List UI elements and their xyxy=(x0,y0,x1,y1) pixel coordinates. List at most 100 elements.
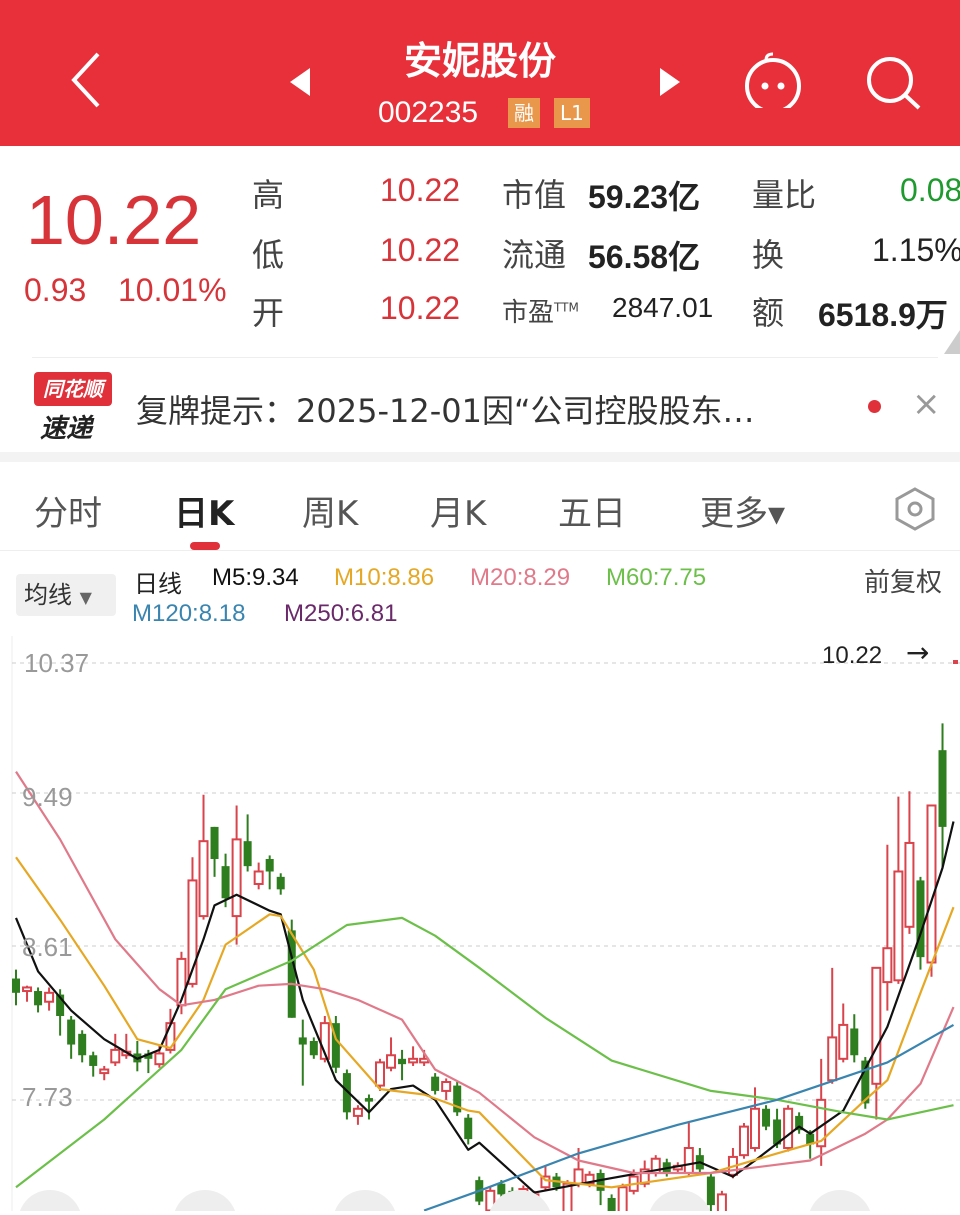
close-news-button[interactable]: × xyxy=(912,384,941,424)
low-label: 低 xyxy=(252,236,285,274)
settings-hexagon-icon[interactable] xyxy=(892,486,938,532)
candle-up xyxy=(44,991,55,1003)
price-change-pct: 10.01% xyxy=(118,272,227,308)
tab-intraday[interactable]: 分时 xyxy=(34,494,102,534)
candle-up xyxy=(154,1052,165,1066)
prev-stock-triangle-icon[interactable] xyxy=(288,66,312,98)
candle-down xyxy=(364,1098,373,1102)
candle-down xyxy=(806,1133,815,1145)
candle-down xyxy=(78,1033,87,1056)
candle-down xyxy=(144,1053,153,1059)
robot-assistant-icon[interactable] xyxy=(740,52,806,108)
y-tick-label: 9.49 xyxy=(22,782,73,812)
pe-ttm-sup: TTM xyxy=(554,300,579,315)
ths-logo-bottom: 速递 xyxy=(40,414,93,444)
stock-name: 安妮股份 xyxy=(403,39,556,83)
tab-more[interactable]: 更多▾ xyxy=(700,494,786,534)
floating-tool-button xyxy=(488,1190,552,1215)
candle-up xyxy=(683,1147,694,1174)
tab-monthly-k[interactable]: 月K xyxy=(430,494,487,534)
expand-corner-icon[interactable] xyxy=(944,330,960,354)
candle-up xyxy=(386,1054,397,1069)
tab-weekly-k[interactable]: 周K xyxy=(302,494,359,534)
next-stock-triangle-icon[interactable] xyxy=(658,66,682,98)
legend-m120: M120:8.18 xyxy=(132,600,246,627)
candle-up xyxy=(231,838,242,918)
float-cap-label: 流通 xyxy=(502,236,567,274)
low-value: 10.22 xyxy=(380,232,461,268)
candle-down xyxy=(309,1040,318,1056)
pe-label-text: 市盈 xyxy=(502,298,555,328)
candle-down xyxy=(916,880,925,958)
kline-chart[interactable]: 10.37 9.49 8.61 7.73 10.22 → xyxy=(0,636,960,1215)
y-tick-label: 10.37 xyxy=(24,648,90,678)
candle-down xyxy=(67,1019,76,1045)
candle-down xyxy=(762,1108,771,1127)
candle-up xyxy=(893,870,904,982)
ma-selector-button[interactable]: 均线 ▼ xyxy=(16,574,116,616)
active-tab-indicator xyxy=(190,542,220,550)
candle-down xyxy=(773,1119,782,1145)
kline-svg xyxy=(11,636,960,1215)
candle-up xyxy=(253,870,264,885)
high-label: 高 xyxy=(252,176,285,214)
candle-up xyxy=(838,1023,849,1060)
candle-up xyxy=(584,1173,595,1185)
candle-up xyxy=(573,1168,584,1185)
candle-up xyxy=(110,1048,121,1064)
ma-line-m60 xyxy=(15,916,954,1189)
candle-down xyxy=(276,876,285,890)
arrow-right-icon: → xyxy=(906,636,930,669)
candle-down xyxy=(287,930,296,1018)
market-cap-label: 市值 xyxy=(502,176,567,214)
search-icon[interactable] xyxy=(864,54,924,110)
ma-line-m20 xyxy=(15,771,955,1175)
divider xyxy=(0,550,960,551)
float-cap-value: 56.58亿 xyxy=(588,239,701,275)
news-text[interactable]: 复牌提示：2025-12-01因“公司控股股东… xyxy=(136,392,755,430)
candle-down xyxy=(210,826,219,860)
candle-down xyxy=(850,1028,859,1056)
amount-value: 6518.9万 xyxy=(818,297,948,333)
last-price-dot xyxy=(953,660,958,664)
legend-m20: M20:8.29 xyxy=(470,564,571,591)
volume-ratio-label: 量比 xyxy=(752,176,817,214)
y-tick-label: 7.73 xyxy=(22,1082,73,1112)
candle-up xyxy=(783,1107,794,1150)
adjustment-mode-button[interactable]: 前复权 xyxy=(864,568,943,598)
legend-m60: M60:7.75 xyxy=(606,564,707,591)
candle-up xyxy=(374,1061,385,1087)
candle-down xyxy=(497,1183,506,1195)
margin-badge: 融 xyxy=(508,98,540,128)
candle-up xyxy=(198,840,209,918)
market-cap-value: 59.23亿 xyxy=(588,179,701,215)
candle-up xyxy=(926,804,937,964)
legend-m5: M5:9.34 xyxy=(212,564,299,591)
candle-down xyxy=(706,1176,715,1206)
candle-up xyxy=(750,1107,761,1150)
candle-up xyxy=(639,1168,650,1185)
candle-down xyxy=(431,1076,440,1091)
candle-up xyxy=(540,1175,551,1189)
candle-down xyxy=(795,1115,804,1131)
y-tick-label: 8.61 xyxy=(22,932,73,962)
news-ticker[interactable]: 同花顺 速递 复牌提示：2025-12-01因“公司控股股东… × xyxy=(0,358,960,452)
tab-five-day[interactable]: 五日 xyxy=(558,494,626,534)
candle-down xyxy=(342,1073,351,1113)
level-badge: L1 xyxy=(554,98,590,128)
back-chevron-icon[interactable] xyxy=(66,50,106,110)
candle-down xyxy=(938,750,947,827)
candle-up xyxy=(22,986,33,993)
candle-up xyxy=(716,1193,727,1215)
candle-up xyxy=(882,947,893,984)
ma-line-m120 xyxy=(423,1023,955,1212)
ths-logo-top: 同花顺 xyxy=(34,372,112,406)
last-price-marker: 10.22 xyxy=(822,642,883,669)
turnover-label: 换 xyxy=(752,236,785,274)
price-change: 0.93 xyxy=(24,272,87,308)
dropdown-triangle-icon: ▼ xyxy=(79,588,92,607)
volume-ratio-value: 0.08 xyxy=(900,172,960,208)
candle-up xyxy=(408,1057,419,1064)
candle-up xyxy=(904,841,915,928)
tab-daily-k[interactable]: 日K xyxy=(174,494,235,534)
